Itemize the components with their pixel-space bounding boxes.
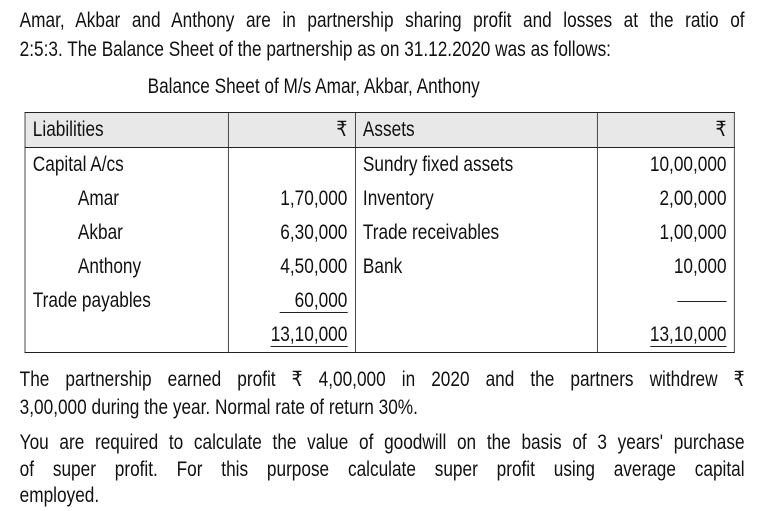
liabilities-total: 13,10,000 [270, 323, 348, 347]
intro-line-2: 2:5:3. The Balance Sheet of the partners… [19, 38, 611, 61]
totals-row: 13,10,000 13,10,000 [24, 318, 735, 353]
table-row: Trade payables 60,000 [24, 284, 735, 318]
balance-sheet-table: Liabilities ₹ Assets ₹ Capital A/cs Sund… [24, 112, 735, 353]
liability-label: Capital A/cs [24, 147, 229, 182]
liability-amount-cell: 60,000 [227, 284, 356, 318]
empty-cell [354, 318, 598, 353]
liability-label: Trade payables [24, 284, 229, 318]
liability-amount: 4,50,000 [227, 250, 356, 284]
table-header-row: Liabilities ₹ Assets ₹ [24, 112, 735, 148]
table-title: Balance Sheet of M/s Amar, Akbar, Anthon… [147, 75, 480, 98]
header-rupee-2: ₹ [597, 112, 735, 148]
assets-total-cell: 13,10,000 [597, 318, 735, 353]
table-row: Anthony 4,50,000 Bank 10,000 [24, 250, 735, 284]
table-row: Capital A/cs Sundry fixed assets 10,00,0… [24, 147, 735, 182]
header-rupee-1: ₹ [227, 112, 356, 148]
asset-amount: 10,000 [597, 250, 735, 284]
empty-cell [24, 318, 229, 353]
asset-label: Bank [354, 250, 598, 284]
table-row: Amar 1,70,000 Inventory 2,00,000 [24, 182, 735, 216]
liability-amount [227, 147, 356, 182]
liability-amount: 60,000 [279, 290, 348, 313]
liabilities-total-cell: 13,10,000 [227, 318, 356, 353]
asset-amount: 1,00,000 [597, 216, 735, 250]
asset-amount: 10,00,000 [597, 147, 735, 182]
liability-amount: 1,70,000 [227, 182, 356, 216]
asset-label: Trade receivables [354, 216, 598, 250]
assets-total: 13,10,000 [649, 323, 727, 347]
liability-label: Amar [24, 182, 229, 216]
header-assets: Assets [354, 112, 598, 148]
header-liabilities: Liabilities [24, 112, 229, 148]
liability-label: Anthony [24, 250, 229, 284]
liability-amount: 6,30,000 [227, 216, 356, 250]
asset-amount-cell [597, 284, 735, 318]
para3-line-1: You are required to calculate the value … [19, 431, 745, 454]
para2-line-1: The partnership earned profit ₹ 4,00,000… [19, 368, 745, 391]
intro-line-1: Amar, Akbar and Anthony are in partnersh… [19, 9, 745, 32]
asset-amount: 2,00,000 [597, 182, 735, 216]
liability-label: Akbar [24, 216, 229, 250]
subtotal-rule [677, 300, 727, 302]
asset-label: Sundry fixed assets [354, 147, 598, 182]
para2-line-2: 3,00,000 during the year. Normal rate of… [19, 396, 418, 419]
asset-label [354, 284, 598, 318]
table-row: Akbar 6,30,000 Trade receivables 1,00,00… [24, 216, 735, 250]
asset-label: Inventory [354, 182, 598, 216]
para3-line-2: of super profit. For this purpose calcul… [19, 458, 745, 481]
para3-line-3: employed. [19, 484, 100, 507]
